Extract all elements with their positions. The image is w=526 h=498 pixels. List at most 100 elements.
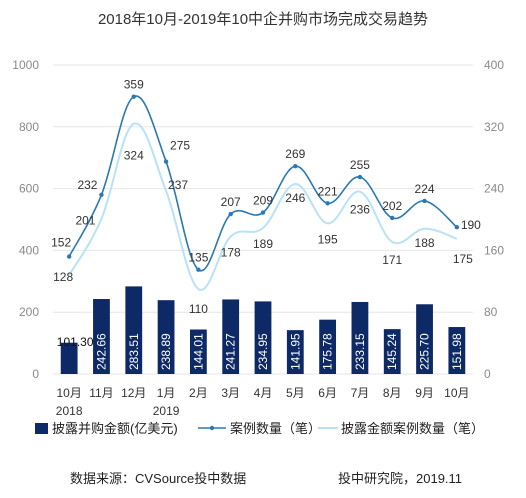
labels-layer: 101.30 242.66 283.51 238.89 144.01 241.27 234.… [51, 78, 481, 370]
legend-label: 披露并购金额(亿美元) [52, 421, 178, 436]
bar-value-label: 141.95 [288, 333, 302, 370]
x-tick-label: 10月 [56, 386, 81, 400]
line-point [390, 215, 395, 221]
line-point [293, 163, 298, 169]
line-point [228, 211, 233, 217]
line-value-label: 195 [318, 232, 338, 246]
x-tick-label: 11月 [89, 386, 113, 400]
line-value-label: 152 [51, 236, 71, 250]
line-value-label: 202 [382, 199, 402, 213]
bar-value-label: 151.98 [450, 333, 464, 370]
x-tick-label: 3月 [221, 386, 240, 400]
y-left-tick-label: 0 [32, 367, 39, 381]
x-tick-label: 4月 [254, 386, 273, 400]
line-value-label: 175 [453, 252, 473, 266]
bar [351, 301, 369, 374]
line-point [163, 159, 169, 164]
line-point [196, 267, 201, 272]
y-left-tick-label: 200 [19, 305, 39, 319]
bar [416, 304, 433, 374]
line-value-label: 232 [77, 178, 97, 192]
line-point [260, 210, 266, 215]
bar-value-label: 233.15 [353, 333, 367, 370]
line-value-label: 110 [189, 302, 208, 316]
y-right-tick-label: 0 [484, 367, 491, 381]
bar [93, 299, 110, 374]
x-year-label: 2019 [153, 404, 180, 418]
line-value-label: 255 [350, 158, 370, 172]
chart-title: 2018年10月-2019年10中企并购市场完成交易趋势 [97, 11, 429, 28]
line-value-label: 188 [415, 236, 435, 250]
axis-layer: 0 200 400 600 800 1000 0 80 160 240 320 400 10月 11月 12… [12, 58, 504, 418]
bar [189, 329, 207, 374]
line-value-label: 178 [221, 245, 241, 259]
bar-value-label: 283.51 [127, 333, 141, 370]
line-point [131, 94, 136, 99]
bar-value-label: 101.30 [57, 335, 94, 349]
legend-swatch-point [209, 425, 215, 431]
report-credit: 投中研究院，2019.11 [338, 471, 463, 486]
data-source: 数据来源：CVSource投中数据 [70, 471, 247, 486]
x-tick-label: 2月 [189, 386, 208, 400]
legend-label: 案例数量（笔） [230, 421, 321, 436]
x-tick-label: 5月 [286, 386, 305, 400]
y-left-tick-label: 800 [19, 120, 39, 134]
line-value-label: 236 [350, 203, 370, 217]
y-right-tick-label: 160 [484, 243, 504, 257]
bar [286, 330, 304, 374]
legend-label: 披露金额案例数量（笔） [341, 421, 484, 436]
bar-value-label: 225.70 [418, 333, 432, 370]
bar-value-label: 234.95 [256, 333, 270, 370]
line-value-label: 221 [318, 184, 338, 198]
legend-layer: 披露并购金额(亿美元) 案例数量（笔） 披露金额案例数量（笔） [35, 421, 484, 436]
bar [254, 301, 272, 374]
line-value-label: 189 [253, 237, 273, 251]
line-value-label: 269 [285, 147, 305, 161]
lines-layer [66, 94, 460, 291]
y-right-tick-label: 80 [484, 305, 498, 319]
bar [383, 329, 401, 374]
y-left-tick-label: 1000 [12, 58, 39, 72]
legend-swatch-bar [35, 423, 48, 434]
line-point [454, 225, 460, 230]
x-tick-label: 1月 [157, 386, 176, 400]
line-value-label: 171 [382, 253, 402, 267]
bar-value-label: 144.01 [191, 333, 205, 370]
x-tick-label: 8月 [383, 386, 402, 400]
line-point [422, 198, 427, 204]
x-tick-label: 6月 [318, 386, 337, 400]
line-value-label: 135 [188, 251, 208, 265]
x-tick-label: 12月 [121, 386, 146, 400]
line-value-label: 224 [415, 182, 435, 196]
y-right-tick-label: 240 [484, 182, 504, 196]
line-value-label: 128 [53, 270, 73, 284]
bar [125, 286, 143, 374]
line-series [68, 122, 458, 291]
line-value-label: 359 [124, 78, 144, 92]
bar-value-label: 241.27 [224, 333, 238, 370]
bar [157, 300, 175, 374]
bar [448, 327, 466, 374]
line-value-label: 201 [75, 214, 95, 228]
y-right-tick-label: 400 [484, 58, 504, 72]
line-point [357, 174, 363, 180]
line-value-label: 207 [221, 195, 241, 209]
line-point [66, 254, 72, 259]
line-point [99, 192, 104, 197]
line-value-label: 209 [253, 194, 273, 208]
line-value-label: 246 [285, 191, 305, 205]
x-tick-label: 9月 [415, 386, 434, 400]
bar-value-label: 242.66 [94, 333, 108, 370]
line-value-label: 324 [124, 149, 144, 163]
x-tick-label: 7月 [351, 386, 370, 400]
line-series [68, 95, 458, 272]
bar [319, 319, 337, 374]
line-point [325, 201, 330, 206]
x-tick-label: 10月 [444, 386, 469, 400]
bar [222, 299, 240, 374]
bar [60, 342, 78, 374]
line-value-label: 190 [461, 218, 481, 232]
line-value-label: 237 [168, 178, 188, 192]
line-value-label: 275 [170, 139, 190, 153]
y-right-tick-label: 320 [484, 120, 504, 134]
